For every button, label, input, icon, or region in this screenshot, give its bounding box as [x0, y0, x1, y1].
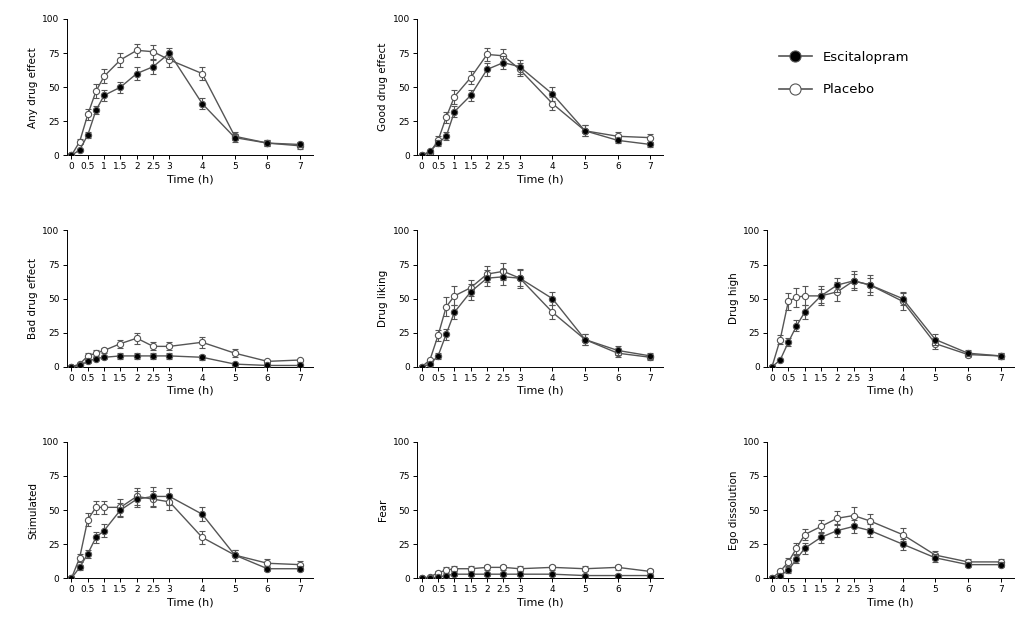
Y-axis label: Ego dissolution: Ego dissolution [729, 470, 738, 550]
X-axis label: Time (h): Time (h) [167, 386, 213, 396]
Y-axis label: Bad drug effect: Bad drug effect [29, 258, 38, 339]
Y-axis label: Drug high: Drug high [729, 273, 738, 324]
Y-axis label: Stimulated: Stimulated [29, 482, 38, 538]
X-axis label: Time (h): Time (h) [867, 386, 913, 396]
Y-axis label: Good drug effect: Good drug effect [379, 43, 388, 131]
X-axis label: Time (h): Time (h) [167, 174, 213, 184]
Y-axis label: Drug liking: Drug liking [379, 270, 388, 327]
X-axis label: Time (h): Time (h) [167, 597, 213, 607]
X-axis label: Time (h): Time (h) [517, 597, 563, 607]
Y-axis label: Any drug effect: Any drug effect [29, 47, 38, 128]
X-axis label: Time (h): Time (h) [517, 386, 563, 396]
X-axis label: Time (h): Time (h) [867, 597, 913, 607]
Y-axis label: Fear: Fear [379, 499, 388, 521]
X-axis label: Time (h): Time (h) [517, 174, 563, 184]
Legend: Escitalopram, Placebo: Escitalopram, Placebo [774, 46, 914, 102]
